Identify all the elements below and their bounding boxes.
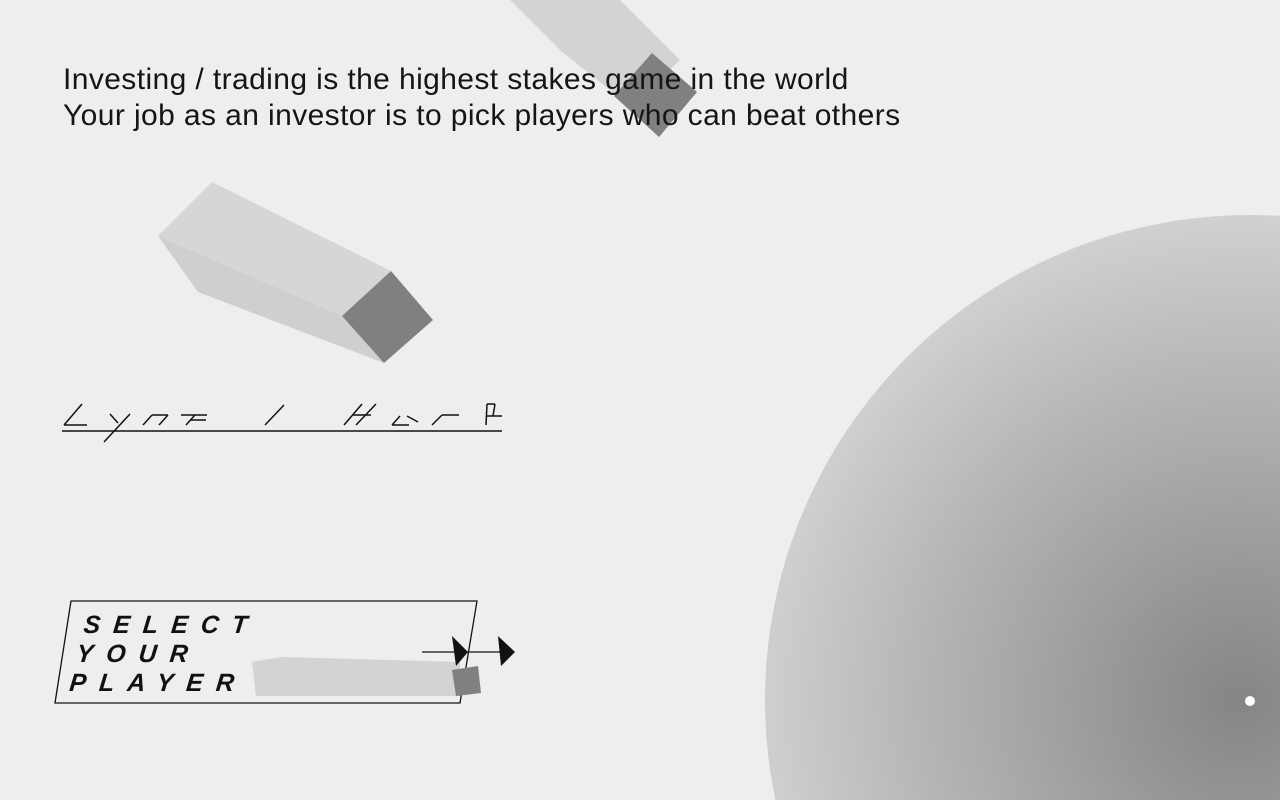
select-your-player-button[interactable]: SELECT YOUR PLAYER — [54, 600, 519, 706]
headline: Investing / trading is the highest stake… — [63, 62, 900, 134]
headline-line-2: Your job as an investor is to pick playe… — [63, 99, 901, 132]
middle-prism-shape — [158, 182, 433, 363]
top-prism-shape — [510, 0, 697, 137]
select-button-label: SELECT YOUR PLAYER — [68, 611, 262, 698]
select-label-line-2: YOUR — [75, 640, 203, 668]
headline-line-1: Investing / trading is the highest stake… — [63, 63, 849, 96]
sphere-shape — [765, 215, 1280, 800]
select-label-line-3: PLAYER — [68, 669, 249, 697]
select-label-line-1: SELECT — [82, 611, 262, 639]
double-arrow-right-icon — [422, 636, 515, 666]
select-button-frame — [54, 600, 515, 704]
stylized-glyph-wordmark-icon[interactable] — [62, 398, 506, 446]
cursor-dot — [1245, 696, 1255, 706]
